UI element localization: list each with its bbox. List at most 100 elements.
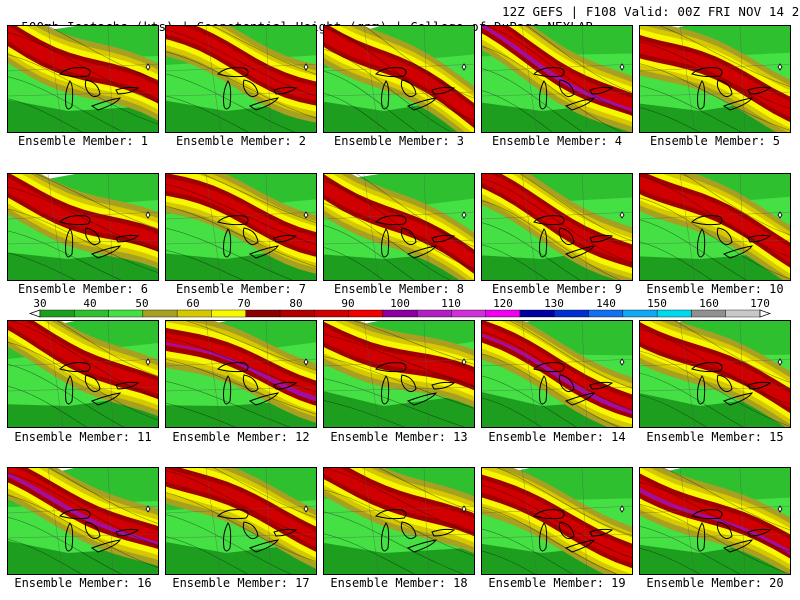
great-lake-outline bbox=[115, 86, 140, 95]
ensemble-map-panel bbox=[639, 25, 791, 133]
isotach-map bbox=[166, 26, 316, 132]
ensemble-member-caption: Ensemble Member: 5 bbox=[649, 134, 781, 148]
height-contour bbox=[324, 181, 474, 269]
height-contour bbox=[482, 222, 581, 280]
colorbar-right-arrow bbox=[759, 309, 772, 318]
great-lake-outline bbox=[697, 228, 706, 258]
wind-speed-colorbar: 30 40 50 60 70 80 90 100 110 120 130 140 150 160 170 bbox=[28, 297, 772, 318]
great-lake-outline bbox=[217, 67, 249, 78]
height-contour bbox=[640, 63, 790, 131]
great-lake-outline bbox=[217, 215, 249, 226]
great-lake-outline bbox=[381, 375, 390, 405]
state-border bbox=[265, 174, 272, 280]
great-lake-outline bbox=[716, 79, 733, 98]
height-contour bbox=[482, 375, 577, 427]
height-contour bbox=[185, 321, 316, 371]
wind-fill-90kt bbox=[8, 26, 158, 99]
height-contour bbox=[324, 400, 405, 427]
great-lake-outline bbox=[431, 234, 456, 243]
great-lake-outline bbox=[90, 245, 122, 259]
great-lake-outline bbox=[564, 392, 596, 406]
station-marker-icon bbox=[619, 211, 625, 219]
colorbar-swatch bbox=[485, 309, 521, 318]
state-border bbox=[324, 91, 474, 97]
great-lake-outline bbox=[691, 67, 723, 78]
isotach-map bbox=[482, 468, 632, 574]
colorbar-swatch bbox=[39, 309, 75, 318]
wind-fill-110kt bbox=[482, 26, 632, 112]
height-contour bbox=[324, 468, 474, 534]
wind-fill-90kt bbox=[324, 326, 474, 386]
ensemble-map-panel bbox=[165, 467, 317, 575]
great-lake-outline bbox=[217, 509, 249, 520]
ensemble-map-panel bbox=[639, 173, 791, 281]
station-marker-icon bbox=[619, 358, 625, 366]
state-border bbox=[324, 239, 474, 245]
great-lake-outline bbox=[242, 79, 259, 98]
colorbar-left-arrow bbox=[28, 309, 41, 318]
wind-fill-90kt bbox=[482, 479, 632, 564]
height-contour bbox=[324, 247, 384, 280]
state-border bbox=[363, 26, 379, 132]
height-contour bbox=[166, 227, 293, 280]
height-contour bbox=[166, 249, 243, 280]
state-border bbox=[679, 321, 695, 427]
colorbar-tick-label: 30 bbox=[33, 297, 46, 310]
great-lake-outline bbox=[558, 374, 575, 393]
colorbar-swatch bbox=[554, 309, 589, 318]
colorbar-tick-label: 150 bbox=[647, 297, 667, 310]
height-contour bbox=[324, 356, 474, 409]
state-border bbox=[205, 468, 221, 574]
ensemble-map-panel bbox=[165, 320, 317, 428]
wind-fill-90kt bbox=[166, 178, 316, 252]
state-border bbox=[482, 91, 632, 97]
great-lake-outline bbox=[115, 381, 140, 390]
great-lake-outline bbox=[242, 521, 259, 540]
height-contour bbox=[201, 174, 316, 223]
colorbar-tick-label: 110 bbox=[441, 297, 461, 310]
wind-fill-90kt bbox=[166, 26, 316, 101]
height-contour bbox=[166, 359, 316, 415]
ensemble-member-caption: Ensemble Member: 17 bbox=[172, 576, 310, 590]
station-marker-icon bbox=[145, 211, 151, 219]
great-lake-outline bbox=[400, 374, 417, 393]
height-contour bbox=[8, 252, 76, 280]
height-contour bbox=[47, 26, 158, 81]
wind-fill-90kt bbox=[324, 468, 474, 532]
wind-fill-110kt bbox=[482, 333, 632, 415]
state-border bbox=[521, 26, 537, 132]
great-lake-outline bbox=[539, 228, 548, 258]
great-lake-outline bbox=[722, 539, 754, 553]
height-contour bbox=[213, 468, 316, 518]
isotach-map bbox=[324, 321, 474, 427]
great-lake-outline bbox=[691, 362, 723, 373]
height-contour bbox=[482, 68, 583, 132]
colorbar-swatch bbox=[382, 309, 418, 318]
great-lake-outline bbox=[558, 79, 575, 98]
state-border bbox=[581, 468, 588, 574]
state-border bbox=[423, 174, 430, 280]
state-border bbox=[521, 468, 537, 574]
height-contour bbox=[324, 489, 474, 556]
wind-fill-30kt bbox=[8, 99, 158, 132]
colorbar-swatch bbox=[142, 309, 178, 318]
height-contour bbox=[482, 353, 620, 427]
height-contour bbox=[482, 46, 623, 132]
colorbar-tick-label: 40 bbox=[83, 297, 96, 310]
ensemble-member-caption: Ensemble Member: 18 bbox=[330, 576, 468, 590]
great-lake-outline bbox=[400, 521, 417, 540]
height-contour bbox=[166, 492, 316, 562]
colorbar-swatch bbox=[451, 309, 486, 318]
state-border bbox=[8, 239, 158, 245]
height-contour bbox=[8, 539, 82, 574]
state-border bbox=[47, 321, 63, 427]
height-contour bbox=[662, 468, 790, 531]
great-lake-outline bbox=[381, 80, 390, 110]
state-border bbox=[679, 26, 695, 132]
height-contour bbox=[9, 321, 158, 399]
height-contour bbox=[482, 244, 548, 280]
wind-fill-30kt bbox=[166, 541, 316, 574]
header-title-right: 12Z GEFS | F108 Valid: 00Z FRI NOV 14 20… bbox=[502, 4, 800, 19]
ensemble-member-caption: Ensemble Member: 9 bbox=[491, 282, 623, 296]
height-contour bbox=[482, 178, 632, 263]
